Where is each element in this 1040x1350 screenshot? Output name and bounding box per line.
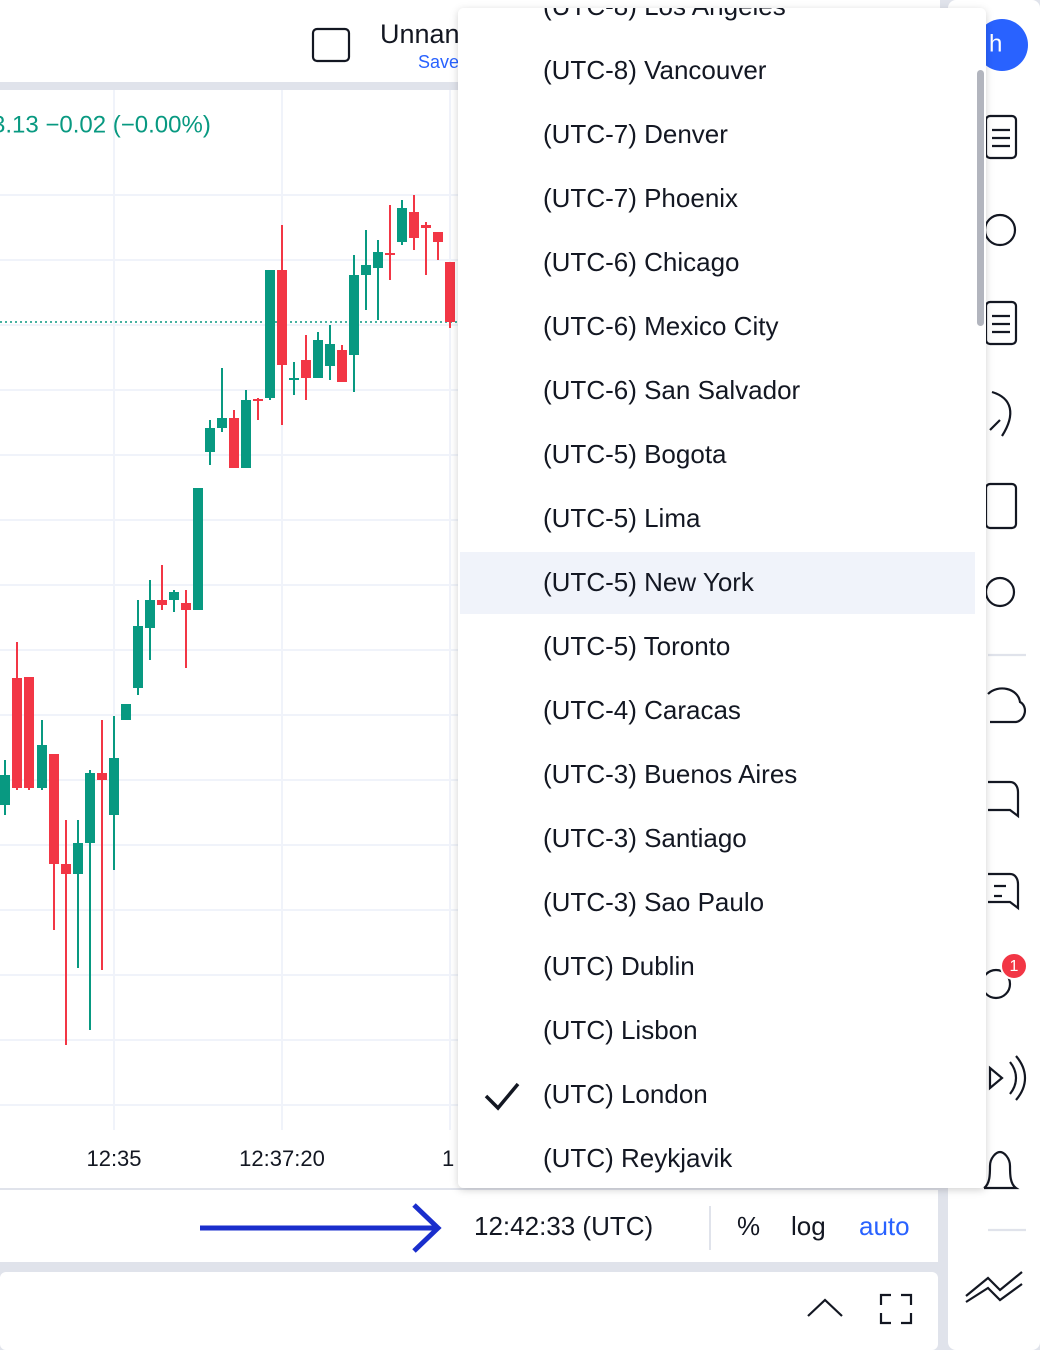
layout-checkbox[interactable] [311, 27, 351, 63]
timezone-option[interactable]: (UTC-4) Caracas [543, 695, 741, 725]
candle-body [193, 488, 203, 610]
candle-body [0, 775, 10, 805]
timezone-option[interactable]: (UTC-7) Denver [543, 119, 728, 149]
streams-icon[interactable] [988, 1055, 1027, 1101]
timezone-option[interactable]: (UTC-6) Chicago [543, 247, 740, 277]
candle-body [253, 399, 263, 401]
save-status: Save [418, 52, 459, 72]
timezone-option[interactable]: (UTC) Lisbon [543, 1015, 698, 1045]
candles [0, 195, 455, 1045]
annotation-arrowhead [412, 1203, 442, 1253]
timezone-option[interactable]: (UTC-7) Phoenix [543, 183, 738, 213]
candle-body [205, 428, 215, 452]
timezone-option[interactable]: (UTC-6) San Salvador [543, 375, 801, 405]
price-legend: 3.13 −0.02 (−0.00%) [0, 111, 211, 138]
timezone-option[interactable]: (UTC-6) Mexico City [543, 311, 778, 341]
time-label: 1 [442, 1146, 454, 1171]
timezone-option[interactable]: (UTC) Reykjavik [543, 1143, 733, 1173]
notifications-icon[interactable] [983, 1150, 1020, 1190]
check-mark [484, 1082, 520, 1111]
candle-body [325, 344, 335, 366]
layout-title[interactable]: Unnan [380, 19, 460, 49]
avatar-letter: h [989, 30, 1002, 57]
hotlist-icon[interactable] [989, 390, 1012, 437]
collapse-button[interactable] [807, 1298, 843, 1317]
notification-badge [1000, 952, 1028, 980]
bottom-panel [0, 1272, 938, 1350]
candle-body [421, 225, 431, 228]
candle-body [361, 265, 371, 275]
candle-body [133, 626, 143, 688]
toolbar-icons [965, 114, 1027, 1303]
trading-panel-icon[interactable] [965, 1271, 1023, 1303]
timezone-option[interactable]: (UTC) Dublin [543, 951, 695, 981]
percent-toggle[interactable]: % [737, 1211, 760, 1241]
candle-body [12, 678, 22, 788]
scrollbar [977, 70, 984, 326]
highlighted-row [460, 552, 975, 614]
candle-body [265, 270, 275, 398]
timezone-option[interactable]: (UTC-3) Buenos Aires [543, 759, 797, 789]
candle-body [61, 864, 71, 874]
auto-toggle[interactable]: auto [859, 1211, 910, 1241]
candle-body [37, 745, 47, 788]
timezone-option[interactable]: (UTC) London [543, 1079, 708, 1109]
candle-body [85, 773, 95, 843]
time-label: 12:35 [86, 1146, 141, 1171]
timezone-option[interactable]: (UTC-5) Toronto [543, 631, 730, 661]
candle-body [337, 350, 347, 382]
candle-body [229, 418, 239, 468]
candle-body [409, 212, 419, 238]
candle-body [349, 275, 359, 355]
candle-body [385, 253, 395, 255]
timezone-option[interactable]: (UTC-5) Lima [543, 503, 701, 533]
bottom-bar [0, 1190, 938, 1262]
timezone-option[interactable]: (UTC-8) Los Angeles [543, 0, 786, 21]
candle-body [97, 773, 107, 780]
candle-body [121, 704, 131, 720]
candle-body [301, 360, 311, 378]
candle-body [445, 262, 455, 322]
candle-body [433, 232, 443, 242]
messages-icon[interactable] [988, 780, 1020, 819]
avatar[interactable] [976, 19, 1028, 71]
news-lines [992, 314, 1010, 334]
timezone-option[interactable]: (UTC-8) Vancouver [543, 55, 767, 85]
timezone-option[interactable]: (UTC-5) New York [543, 567, 755, 597]
watchlist-lines [992, 128, 1010, 148]
candle-body [157, 600, 167, 605]
timezone-clock[interactable]: 12:42:33 (UTC) [474, 1211, 653, 1241]
candle-body [289, 378, 299, 380]
log-toggle[interactable]: log [791, 1211, 826, 1241]
timezone-option[interactable]: (UTC-5) Bogota [543, 439, 727, 469]
chats-icon[interactable] [987, 687, 1026, 724]
candle-body [73, 843, 83, 874]
fullscreen-button[interactable] [879, 1293, 913, 1325]
candle-body [397, 208, 407, 242]
timezone-option[interactable]: (UTC-3) Sao Paulo [543, 887, 764, 917]
candle-body [109, 758, 119, 815]
candle-body [145, 600, 155, 628]
candle-body [373, 252, 383, 268]
notes-icon[interactable] [988, 872, 1020, 911]
badge-count: 1 [1010, 958, 1019, 975]
grid [0, 90, 458, 1130]
candle-body [241, 400, 251, 468]
time-label: 12:37:20 [239, 1146, 325, 1171]
candle-body [49, 754, 59, 864]
timezone-option[interactable]: (UTC-3) Santiago [543, 823, 747, 853]
candle-body [181, 603, 191, 610]
candle-body [313, 340, 323, 378]
candle-body [24, 677, 34, 788]
timezone-list: (UTC-8) Los Angeles (UTC-8) Vancouver (UTC… [460, 0, 975, 1173]
candle-body [169, 592, 179, 600]
candle-body [217, 418, 227, 428]
candle-body [277, 270, 287, 365]
